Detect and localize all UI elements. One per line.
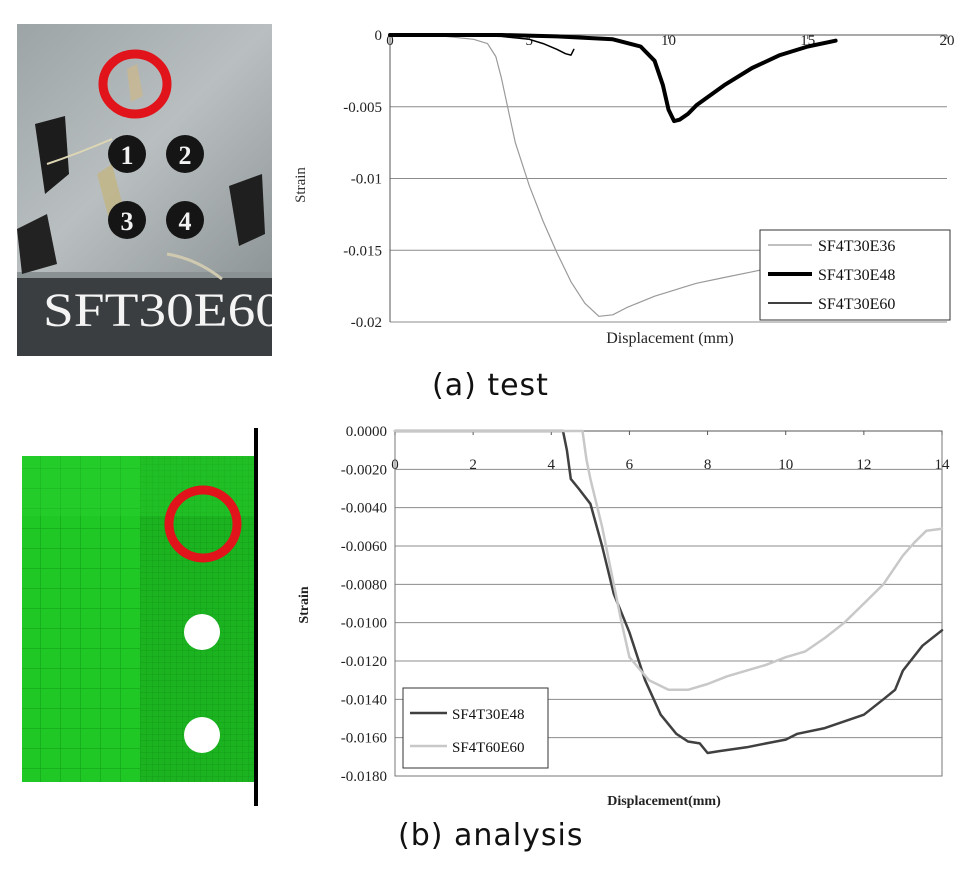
y-tick-label: -0.0180	[341, 769, 387, 785]
series-line-sf4t60e60	[393, 429, 944, 692]
bolt-number-4: 4	[179, 207, 192, 236]
x-tick-label: 20	[940, 33, 955, 49]
bolt-group	[108, 135, 204, 239]
legend-label-sf4t30e60: SF4T30E60	[818, 296, 895, 313]
x-tick-label: 0	[391, 457, 399, 473]
test-chart-plot: 0-0.005-0.01-0.015-0.020 5 10 15 20	[343, 28, 954, 331]
x-tick-label: 2	[469, 457, 477, 473]
y-tick-label: -0.02	[351, 315, 382, 331]
specimen-photo-illustration: 1 2 3 4 SFT30E60	[17, 24, 272, 356]
bolt-number-1: 1	[121, 141, 134, 170]
x-tick-label: 14	[935, 457, 951, 473]
bolt-number-3: 3	[121, 207, 134, 236]
legend-label-sf4t30e48: SF4T30E48	[818, 267, 895, 284]
bolt-number-2: 2	[179, 141, 192, 170]
series-line-sf4t30e36	[389, 34, 837, 317]
x-tick-label: 10	[661, 33, 676, 49]
series-line-sf4t30e60	[389, 34, 575, 56]
x-tick-label: 6	[626, 457, 634, 473]
analysis-chart-legend: SF4T30E48 SF4T60E60	[402, 687, 549, 769]
caption-b: (b) analysis	[398, 818, 584, 853]
x-tick-label: 4	[548, 457, 556, 473]
fem-bolt-hole	[184, 717, 220, 753]
y-tick-label: -0.005	[343, 100, 382, 116]
x-tick-label: 10	[778, 457, 793, 473]
legend-label-sf4t30e36: SF4T30E36	[818, 238, 895, 255]
y-tick-label: -0.0120	[341, 654, 387, 670]
specimen-label-text: SFT30E60	[43, 284, 272, 337]
y-tick-label: -0.015	[343, 243, 382, 259]
test-strain-chart: 0-0.005-0.01-0.015-0.020 5 10 15 20 Strain D…	[293, 28, 955, 347]
series-line-sf4t30e48	[388, 33, 838, 124]
y-tick-label: -0.0080	[341, 577, 387, 593]
test-chart-ylabel: Strain	[293, 167, 309, 203]
y-tick-label: -0.0060	[341, 539, 387, 555]
fem-mesh-drawing	[22, 428, 258, 806]
y-tick-label: -0.0140	[341, 692, 387, 708]
test-marker-circle	[98, 49, 172, 119]
series-line-sf4t30e48	[393, 429, 944, 755]
legend-label-sf4t30e48-analysis: SF4T30E48	[452, 707, 525, 723]
y-tick-label: -0.0040	[341, 501, 387, 517]
analysis-chart-xlabel: Displacement(mm)	[607, 794, 721, 809]
fem-model-illustration	[20, 428, 260, 808]
test-chart-xlabel: Displacement (mm)	[606, 330, 734, 347]
fem-bolt-hole	[184, 614, 220, 650]
analysis-chart-plot: 0.0000 -0.0020 -0.0040 -0.0060 -0.0080 -0.010…	[341, 424, 950, 785]
x-tick-label: 5	[526, 33, 534, 49]
test-specimen-photo: 1 2 3 4 SFT30E60	[17, 24, 272, 356]
y-tick-label: 0	[375, 28, 383, 44]
test-chart-legend: SF4T30E36 SF4T30E48 SF4T30E60	[759, 229, 951, 321]
y-tick-label: -0.0020	[341, 462, 387, 478]
y-tick-label: -0.0100	[341, 616, 387, 632]
y-tick-label: -0.0160	[341, 731, 387, 747]
x-tick-label: 0	[386, 33, 394, 49]
analysis-chart-ylabel: Strain	[297, 586, 312, 624]
x-tick-label: 8	[704, 457, 712, 473]
y-tick-label: 0.0000	[346, 424, 387, 440]
y-tick-label: -0.01	[351, 172, 382, 188]
analysis-strain-chart: 0.0000 -0.0020 -0.0040 -0.0060 -0.0080 -0.010…	[297, 424, 950, 809]
legend-label-sf4t60e60: SF4T60E60	[452, 740, 525, 756]
x-tick-label: 12	[856, 457, 871, 473]
caption-a: (a) test	[432, 368, 549, 403]
fem-marker-circle	[164, 485, 242, 563]
